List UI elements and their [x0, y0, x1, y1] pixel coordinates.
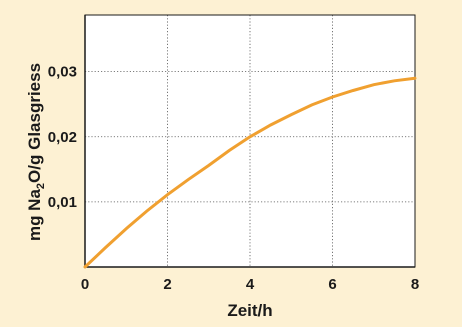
y-tick-label: 0,03	[48, 64, 77, 81]
series-line	[83, 76, 417, 269]
x-tick-label: 0	[81, 276, 89, 293]
y-tick-label: 0,01	[48, 194, 77, 211]
x-tick-label: 8	[411, 276, 419, 293]
x-axis-title: Zeit/h	[227, 301, 272, 320]
x-tick-label: 4	[246, 276, 255, 293]
x-tick-label: 2	[163, 276, 171, 293]
tick-labels: 0 2 4 6 8 0,01 0,02 0,03	[48, 64, 419, 293]
y-axis-title-part2: O/g Glasgriess	[25, 63, 44, 183]
x-tick-label: 6	[328, 276, 336, 293]
y-axis-title: mg Na2O/g Glasgriess	[25, 63, 47, 241]
y-tick-label: 0,02	[48, 129, 77, 146]
y-axis-title-subscript: 2	[35, 183, 47, 189]
plot-frame	[84, 14, 416, 268]
grid	[85, 15, 415, 267]
y-axis-title-part1: mg Na	[25, 189, 44, 242]
